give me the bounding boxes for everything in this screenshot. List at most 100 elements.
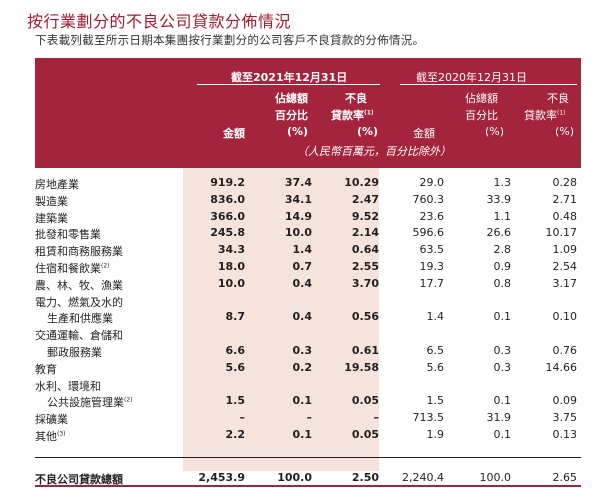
total-prev-share: 100.0 [479, 471, 512, 484]
table-row: 交通運輸、倉儲和 郵政服務業 6.6 0.3 0.61 6.5 0.3 0.76 [35, 327, 581, 361]
row-label-text: 製造業 [35, 194, 68, 208]
cell-current-share: 37.4 [284, 176, 312, 189]
row-label-text: 生產和供應業 [47, 312, 113, 326]
cell-current-npl: 0.56 [351, 310, 379, 324]
table-header: 截至2021年12月31日 截至2020年12月31日 佔總額 不良 佔總額 不… [35, 58, 581, 168]
row-label-text: 建築業 [35, 211, 68, 225]
divider [35, 457, 581, 458]
cell-prev-amount: 1.9 [426, 428, 445, 441]
row-label: 租賃和商務服務業 [35, 243, 123, 259]
cell-prev-npl: 0.48 [552, 209, 578, 223]
row-label-text: 採礦業 [35, 413, 68, 427]
cell-current-share: – [306, 411, 313, 425]
cell-prev-share: 2.8 [493, 243, 512, 257]
row-label-text: 批發和零售業 [35, 228, 101, 242]
row-label-text: 交通運輸、倉儲和 [35, 329, 123, 343]
table-row: 採礦業 – – – 713.5 31.9 3.75 [35, 411, 581, 428]
cell-current-amount: 18.0 [217, 260, 245, 273]
row-label-continued: 生產和供應業 [47, 310, 113, 326]
row-label-text: 農、林、牧、漁業 [35, 278, 123, 292]
total-current-npl: 2.50 [351, 471, 379, 484]
cell-current-share: 0.3 [292, 343, 313, 357]
cell-current-share: 0.1 [292, 394, 313, 408]
divider [400, 84, 577, 85]
table-row: 批發和零售業 245.8 10.0 2.14 596.6 26.6 10.17 [35, 226, 581, 243]
cell-current-npl: 0.64 [351, 243, 379, 257]
cell-prev-npl: 3.17 [552, 276, 578, 290]
footnote-marker: (2) [101, 262, 110, 270]
cell-prev-share: 0.1 [493, 394, 512, 408]
cell-prev-npl: 2.71 [552, 192, 578, 206]
col-npl-current-l1: 不良 [345, 92, 367, 105]
cell-current-share: 0.4 [292, 310, 313, 324]
cell-prev-npl: 3.75 [552, 411, 578, 425]
cell-prev-amount: 29.0 [419, 176, 445, 189]
row-label-text: 租賃和商務服務業 [35, 245, 123, 259]
cell-prev-share: 0.3 [493, 360, 512, 374]
col-amount-current: 金額 [223, 127, 245, 140]
row-label-text: 房地產業 [35, 178, 79, 191]
cell-prev-amount: 23.6 [419, 209, 445, 223]
cell-prev-amount: 760.3 [412, 192, 445, 206]
cell-prev-amount: 1.5 [426, 394, 445, 408]
current-year-highlight [183, 168, 379, 471]
col-share-current-l1: 佔總額 [275, 92, 308, 105]
cell-prev-amount: 1.4 [426, 310, 445, 324]
cell-prev-share: 0.1 [493, 428, 512, 441]
cell-current-amount: 1.5 [225, 394, 246, 408]
cell-prev-npl: 1.09 [552, 243, 578, 257]
col-npl-label: 貸款率 [524, 109, 557, 122]
cell-current-share: 0.7 [292, 260, 313, 273]
col-npl-current-l3: (%) [357, 125, 379, 138]
total-current-share: 100.0 [277, 471, 312, 484]
table-row: 農、林、牧、漁業 10.0 0.4 3.70 17.7 0.8 3.17 [35, 277, 581, 294]
table-row: 水利、環境和 公共設施管理業(2) 1.5 0.1 0.05 1.5 0.1 0.09 [35, 378, 581, 412]
cell-current-share: 0.4 [292, 276, 313, 290]
cell-prev-share: 0.8 [493, 276, 512, 290]
cell-current-amount: 5.6 [225, 360, 246, 374]
col-share-current-l3: (%) [287, 125, 309, 138]
table-row: 製造業 836.0 34.1 2.47 760.3 33.9 2.71 [35, 193, 581, 210]
table-row: 房地產業 919.2 37.4 10.29 29.0 1.3 0.28 [35, 176, 581, 193]
row-label-text: 郵政服務業 [47, 345, 102, 359]
cell-prev-amount: 6.5 [426, 343, 445, 357]
total-prev-npl: 2.65 [552, 471, 578, 484]
cell-current-amount: 366.0 [210, 209, 245, 223]
cell-current-amount: 2.2 [225, 428, 246, 441]
row-label: 農、林、牧、漁業 [35, 277, 123, 293]
col-npl-label: 貸款率 [331, 109, 364, 122]
cell-current-npl: 2.55 [351, 260, 379, 273]
row-label: 房地產業 [35, 176, 79, 192]
cell-current-npl: 0.05 [351, 394, 379, 408]
cell-prev-amount: 19.3 [419, 260, 445, 273]
table-row: 住宿和餐飲業(2) 18.0 0.7 2.55 19.3 0.9 2.54 [35, 260, 581, 277]
cell-current-share: 14.9 [284, 209, 312, 223]
row-label-text: 其他 [35, 430, 57, 443]
cell-prev-share: 26.6 [486, 226, 512, 240]
cell-current-amount: 8.7 [225, 310, 246, 324]
cell-prev-npl: 0.10 [552, 310, 578, 324]
total-prev-amount: 2,240.4 [402, 471, 444, 484]
row-label: 製造業 [35, 193, 68, 209]
cell-current-npl: 0.05 [351, 428, 379, 441]
cell-prev-amount: 596.6 [412, 226, 445, 240]
footnote-marker: (1) [364, 109, 374, 117]
cell-prev-share: 1.1 [493, 209, 512, 223]
cell-current-npl: 2.47 [351, 192, 379, 206]
cell-prev-npl: 14.66 [545, 360, 578, 374]
row-label-continued: 公共設施管理業(2) [47, 394, 133, 410]
cell-current-npl: 0.61 [351, 343, 379, 357]
footnote-marker: (3) [57, 430, 66, 438]
cell-current-amount: 836.0 [210, 192, 245, 206]
col-npl-prev-l3: (%) [555, 125, 575, 138]
col-share-prev-l3: (%) [485, 125, 505, 138]
cell-current-npl: 9.52 [351, 209, 379, 223]
row-label: 採礦業 [35, 411, 68, 427]
table-row: 教育 5.6 0.2 19.58 5.6 0.3 14.66 [35, 361, 581, 378]
cell-current-share: 10.0 [284, 226, 312, 240]
cell-current-share: 34.1 [284, 192, 312, 206]
cell-current-npl: 10.29 [344, 176, 379, 189]
cell-current-amount: 245.8 [210, 226, 245, 240]
divider [35, 485, 581, 487]
page-subtitle: 下表載列截至所示日期本集團按行業劃分的公司客戶不良貸款的分佈情況。 [35, 33, 425, 47]
